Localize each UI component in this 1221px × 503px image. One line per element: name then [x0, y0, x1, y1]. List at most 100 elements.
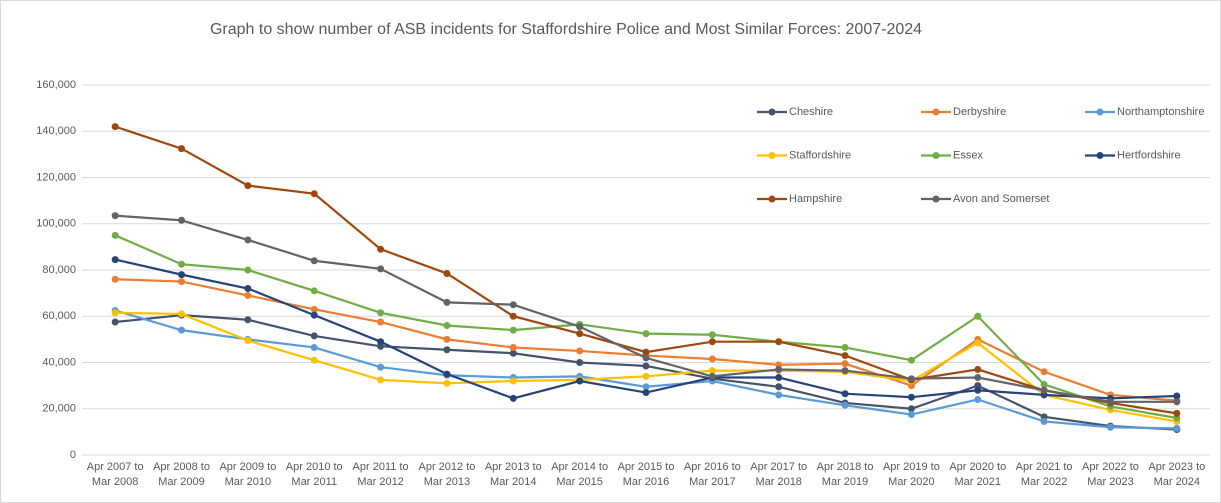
y-tick-label: 80,000: [42, 264, 76, 276]
data-point: [178, 260, 186, 268]
data-point: [509, 394, 517, 402]
data-point: [907, 375, 915, 383]
legend-label: Essex: [953, 149, 983, 161]
legend-marker: [932, 195, 940, 203]
data-point: [841, 390, 849, 398]
data-point: [775, 374, 783, 382]
data-point: [775, 365, 783, 373]
data-point: [509, 301, 517, 309]
data-point: [775, 391, 783, 399]
data-point: [1173, 392, 1181, 400]
legend-label: Derbyshire: [953, 106, 1006, 118]
data-point: [974, 374, 982, 382]
data-point: [708, 338, 716, 346]
data-point: [443, 370, 451, 378]
data-point: [642, 330, 650, 338]
x-tick-label: Apr 2020 to Mar 2021: [949, 461, 1007, 488]
x-tick-label: Apr 2019 to Mar 2020: [882, 461, 940, 488]
y-tick-label: 20,000: [42, 403, 76, 415]
data-point: [310, 343, 318, 351]
x-tick-label: Apr 2018 to Mar 2019: [816, 461, 874, 488]
data-point: [443, 269, 451, 277]
data-point: [244, 236, 252, 244]
data-point: [310, 190, 318, 198]
data-point: [310, 311, 318, 319]
data-point: [310, 257, 318, 265]
data-point: [576, 347, 584, 355]
legend-label: Staffordshire: [789, 149, 851, 161]
x-tick-label: Apr 2012 to Mar 2013: [418, 461, 476, 488]
data-point: [841, 343, 849, 351]
data-point: [178, 326, 186, 334]
legend-label: Northamptonshire: [1117, 106, 1204, 118]
data-point: [576, 330, 584, 338]
data-point: [310, 356, 318, 364]
data-point: [111, 309, 119, 317]
legend-marker: [768, 195, 776, 203]
data-point: [1106, 423, 1114, 431]
data-point: [244, 316, 252, 324]
legend-marker: [1096, 108, 1104, 116]
data-point: [1106, 398, 1114, 406]
data-point: [509, 343, 517, 351]
data-point: [642, 389, 650, 397]
data-point: [377, 309, 385, 317]
data-point: [642, 383, 650, 391]
data-point: [1173, 424, 1181, 432]
data-point: [841, 401, 849, 409]
data-point: [244, 285, 252, 292]
data-point: [974, 396, 982, 403]
chart-title: Graph to show number of ASB incidents fo…: [210, 21, 922, 38]
x-tick-label: Apr 2017 to Mar 2018: [750, 461, 808, 488]
data-point: [775, 338, 783, 346]
y-tick-label: 0: [70, 449, 76, 461]
data-point: [443, 335, 451, 343]
x-tick-label: Apr 2023 to Mar 2024: [1148, 461, 1206, 488]
data-point: [576, 323, 584, 331]
data-point: [1040, 417, 1048, 425]
x-tick-label: Apr 2014 to Mar 2015: [551, 461, 609, 488]
x-tick-label: Apr 2007 to Mar 2008: [86, 461, 144, 488]
data-point: [642, 372, 650, 380]
data-point: [907, 411, 915, 419]
data-point: [974, 339, 982, 347]
data-point: [178, 278, 186, 286]
data-point: [310, 287, 318, 295]
data-point: [708, 355, 716, 363]
data-point: [509, 377, 517, 385]
y-tick-label: 120,000: [36, 171, 76, 183]
data-point: [841, 367, 849, 375]
x-tick-label: Apr 2022 to Mar 2023: [1082, 461, 1139, 488]
data-point: [111, 212, 119, 220]
data-point: [974, 386, 982, 394]
data-point: [841, 360, 849, 368]
data-point: [576, 377, 584, 385]
data-point: [443, 298, 451, 306]
data-point: [111, 231, 119, 239]
legend-label: Hertfordshire: [1117, 149, 1181, 161]
y-tick-label: 40,000: [42, 356, 76, 368]
data-point: [111, 275, 119, 283]
data-point: [1040, 380, 1048, 388]
data-point: [244, 291, 252, 299]
data-point: [178, 145, 186, 153]
x-tick-label: Apr 2009 to Mar 2010: [219, 461, 277, 488]
data-point: [178, 310, 186, 318]
data-point: [974, 365, 982, 373]
data-point: [642, 354, 650, 362]
y-tick-label: 140,000: [36, 125, 76, 137]
x-tick-label: Apr 2015 to Mar 2016: [617, 461, 675, 488]
data-point: [642, 348, 650, 356]
data-point: [443, 346, 451, 354]
legend-marker: [932, 108, 940, 116]
legend-label: Cheshire: [789, 106, 833, 118]
data-point: [244, 182, 252, 190]
data-point: [1040, 386, 1048, 394]
data-point: [377, 338, 385, 346]
data-point: [775, 383, 783, 391]
x-tick-label: Apr 2008 to Mar 2009: [153, 461, 210, 488]
x-tick-label: Apr 2013 to Mar 2014: [484, 461, 542, 488]
data-point: [974, 312, 982, 320]
x-tick-label: Apr 2021 to Mar 2022: [1015, 461, 1073, 488]
